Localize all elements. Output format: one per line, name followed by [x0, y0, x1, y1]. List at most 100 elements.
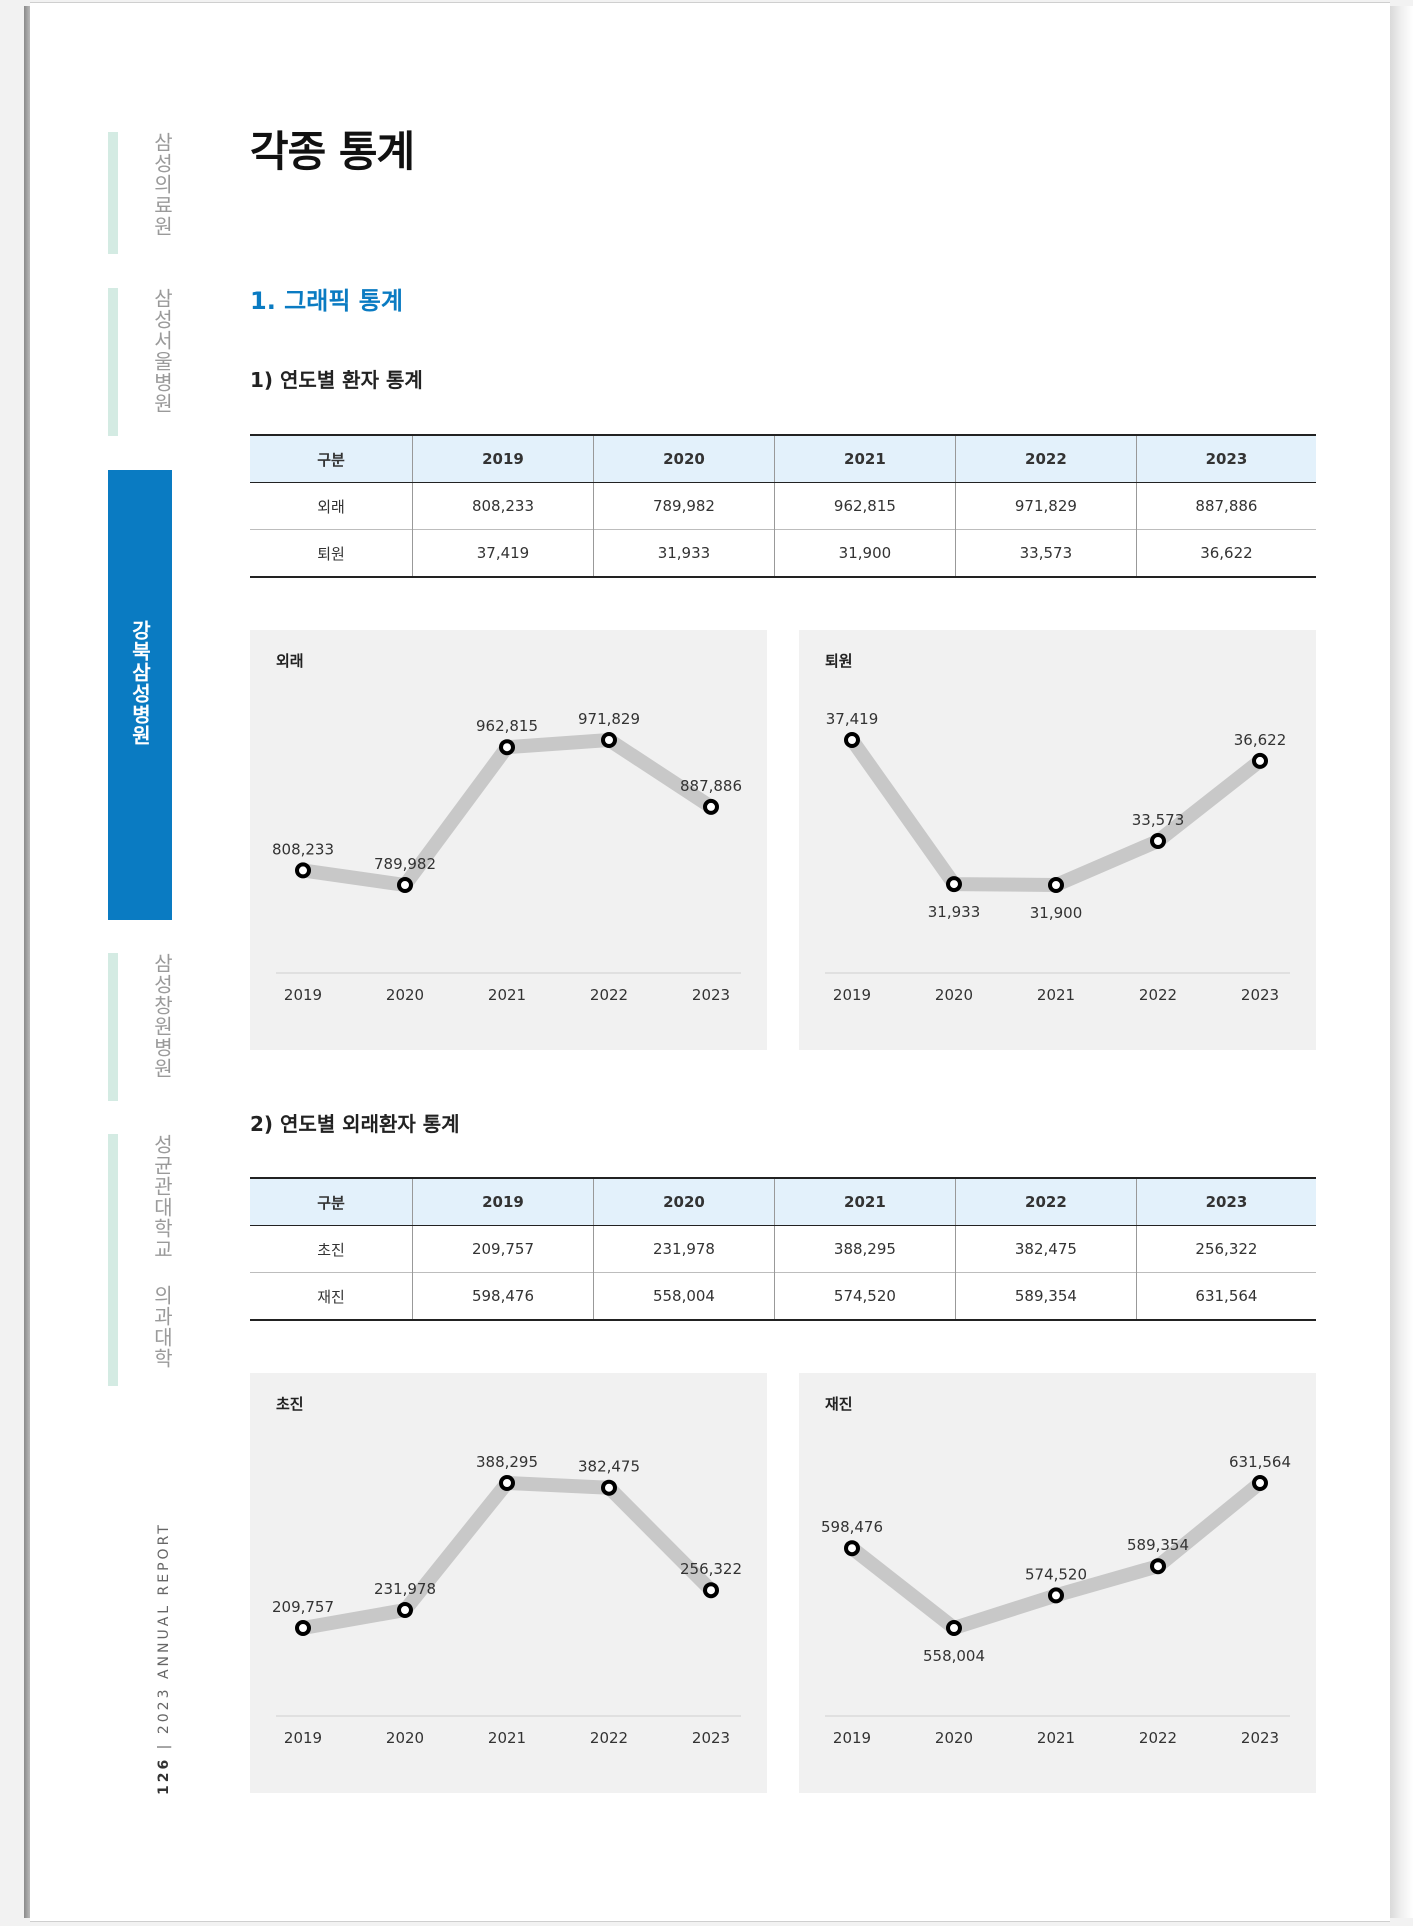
- x-tick-label: 2021: [488, 986, 526, 1004]
- page-number: 126: [156, 1756, 172, 1795]
- chart-title: 외래: [276, 652, 304, 670]
- table-cell: 36,622: [1135, 529, 1316, 577]
- data-point: [946, 1620, 962, 1636]
- sidebar-bar-5: [108, 1134, 118, 1386]
- table-header-cell: 2022: [954, 1178, 1137, 1226]
- sidebar-item-samsung-seoul-hospital[interactable]: 삼성서울병원: [150, 288, 174, 414]
- line-chart-svg: 808,233 2019 789,982 2020 962,815 2021 971,829…: [272, 710, 742, 1004]
- data-label: 382,475: [578, 1458, 640, 1476]
- patient-stats-table: 구분 2019 2020 2021 2022 2023 외래 808,233 7…: [250, 434, 1316, 578]
- data-label: 574,520: [1025, 1565, 1087, 1583]
- table-cell: 887,886: [1135, 482, 1316, 530]
- data-point: [1048, 1587, 1064, 1604]
- x-tick-label: 2019: [284, 986, 322, 1004]
- table-cell: 589,354: [954, 1272, 1137, 1320]
- sidebar-item-kangbuk-samsung-hospital[interactable]: 강북삼성병원: [128, 620, 152, 746]
- chart-title: 퇴원: [825, 652, 853, 670]
- table-cell: 33,573: [954, 529, 1137, 577]
- data-point: [844, 732, 860, 748]
- x-tick-label: 2023: [1241, 986, 1279, 1004]
- table-header-cell: 구분: [250, 435, 413, 483]
- data-label: 631,564: [1229, 1453, 1291, 1471]
- page-edge: [1388, 6, 1413, 1918]
- footer-separator: |: [156, 1741, 172, 1750]
- table-cell: 382,475: [954, 1225, 1137, 1273]
- chart-first-visit: 초진 209,757 2019 231,978 2020 388,295 2021 382,…: [250, 1373, 767, 1793]
- x-tick-label: 2023: [692, 1729, 730, 1747]
- data-label: 33,573: [1132, 811, 1185, 829]
- x-tick-label: 2022: [590, 1729, 628, 1747]
- row-label: 초진: [317, 1240, 345, 1259]
- line-chart-svg: 598,476 2019 558,004 2020 574,520 2021 589,354…: [821, 1453, 1291, 1747]
- table-cell: 631,564: [1135, 1272, 1316, 1320]
- data-point: [1048, 877, 1064, 893]
- table-cell: 574,520: [773, 1272, 956, 1320]
- x-tick-label: 2023: [692, 986, 730, 1004]
- table-cell: 37,419: [412, 529, 594, 577]
- data-point: [397, 877, 413, 893]
- row-label: 재진: [250, 1272, 413, 1320]
- line-chart-svg: 37,419 2019 31,933 2020 31,900 2021 33,573 2022…: [825, 710, 1290, 1004]
- data-point: [1252, 1475, 1268, 1491]
- data-label: 256,322: [680, 1560, 742, 1578]
- data-label: 962,815: [476, 717, 538, 735]
- data-label: 589,354: [1127, 1536, 1189, 1554]
- data-label: 808,233: [272, 840, 334, 858]
- sidebar-item-samsung-changwon-hospital[interactable]: 삼성창원병원: [150, 953, 174, 1079]
- data-point: [1150, 833, 1166, 849]
- data-label: 887,886: [680, 777, 742, 795]
- data-label: 598,476: [821, 1518, 883, 1536]
- sidebar-bar-1: [108, 132, 118, 254]
- data-point: [499, 1475, 515, 1491]
- line-chart-svg: 209,757 2019 231,978 2020 388,295 2021 382,475…: [272, 1453, 742, 1747]
- table-header-cell: 2023: [1135, 435, 1316, 483]
- x-tick-label: 2022: [1139, 986, 1177, 1004]
- data-point: [703, 798, 719, 815]
- sidebar-item-samsung-medical-center[interactable]: 삼성의료원: [150, 132, 174, 237]
- x-tick-label: 2021: [488, 1729, 526, 1747]
- data-label: 971,829: [578, 710, 640, 728]
- table-cell: 31,933: [592, 529, 775, 577]
- table-cell: 256,322: [1135, 1225, 1316, 1273]
- table-cell: 388,295: [773, 1225, 956, 1273]
- table-cell: 971,829: [954, 482, 1137, 530]
- data-point: [499, 739, 515, 756]
- table-cell: 808,233: [412, 482, 594, 530]
- x-tick-label: 2022: [1139, 1729, 1177, 1747]
- table-header-row: 구분 2019 2020 2021 2022 2023: [250, 435, 1316, 483]
- chart-revisit: 재진 598,476 2019 558,004 2020 574,520 2021 589,…: [799, 1373, 1316, 1793]
- x-tick-label: 2020: [386, 1729, 424, 1747]
- table-cell: 789,982: [592, 482, 775, 530]
- x-tick-label: 2019: [833, 986, 871, 1004]
- x-tick-label: 2020: [935, 1729, 973, 1747]
- sidebar-item-skku-medicine[interactable]: 성균관대학교 의과대학: [150, 1134, 174, 1369]
- table-row: 퇴원 37,419 31,933 31,900 33,573 36,622: [250, 529, 1316, 577]
- x-tick-label: 2020: [386, 986, 424, 1004]
- table-header-cell: 2020: [592, 1178, 775, 1226]
- data-point: [844, 1540, 860, 1557]
- chart-title: 초진: [276, 1395, 304, 1413]
- page-footer: 126 | 2023 ANNUAL REPORT: [152, 1522, 176, 1795]
- data-label: 231,978: [374, 1580, 436, 1598]
- data-label: 36,622: [1234, 731, 1287, 749]
- row-label: 외래: [317, 497, 345, 516]
- series-line: [296, 733, 718, 892]
- table-row: 외래 808,233 789,982 962,815 971,829 887,8…: [250, 482, 1316, 530]
- x-tick-label: 2020: [935, 986, 973, 1004]
- outpatient-stats-table: 구분 2019 2020 2021 2022 2023 초진 209,757 2…: [250, 1177, 1316, 1321]
- data-label: 789,982: [374, 855, 436, 873]
- data-point: [601, 1479, 617, 1496]
- table-header-row: 구분 2019 2020 2021 2022 2023: [250, 1178, 1316, 1226]
- data-point: [703, 1582, 719, 1599]
- table-header-cell: 2020: [592, 435, 775, 483]
- data-label: 558,004: [923, 1647, 985, 1665]
- data-label: 37,419: [826, 710, 879, 728]
- data-point: [946, 876, 962, 893]
- data-label: 31,933: [928, 903, 981, 921]
- data-point: [397, 1602, 413, 1618]
- sidebar-bar-2: [108, 288, 118, 436]
- x-tick-label: 2022: [590, 986, 628, 1004]
- data-point: [295, 862, 311, 879]
- x-tick-label: 2019: [284, 1729, 322, 1747]
- table-header-cell: 2023: [1135, 1178, 1316, 1226]
